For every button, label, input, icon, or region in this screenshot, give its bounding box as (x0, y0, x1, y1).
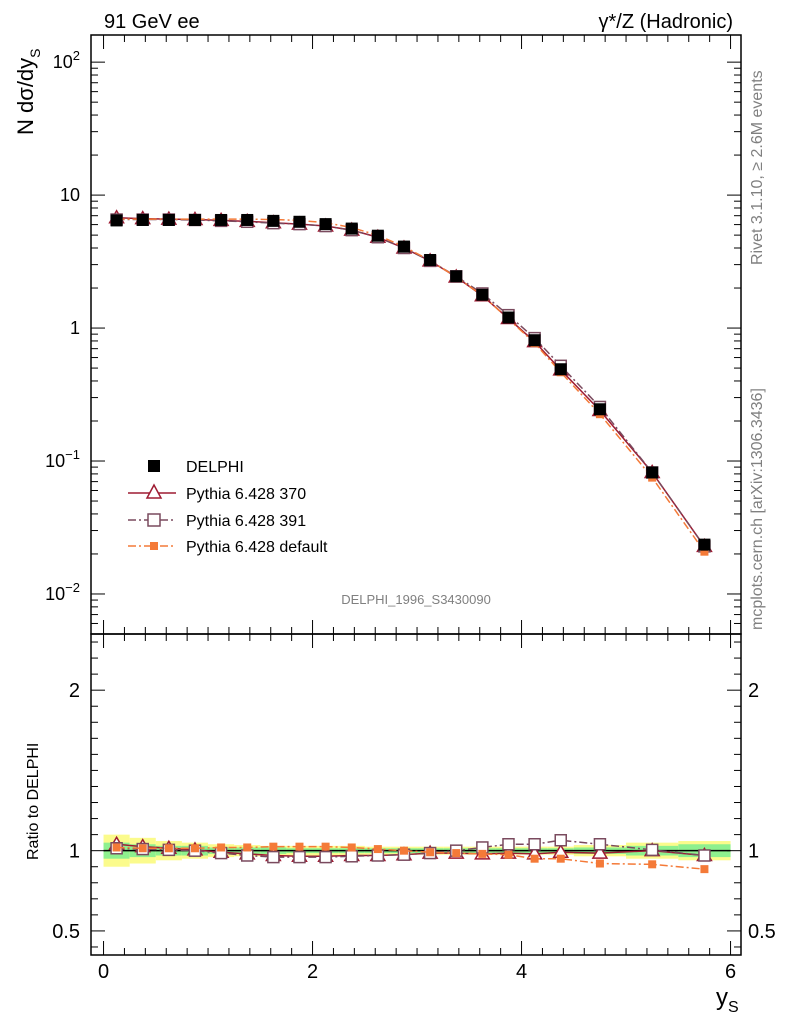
main-point-delphi (136, 213, 149, 226)
main-point-delphi (345, 222, 358, 235)
ratio-point-default (426, 848, 435, 857)
main-point-delphi (528, 334, 541, 347)
ratio-ytick-label-left: 0.5 (52, 921, 80, 943)
mcplots-label: mcplots.cern.ch [arXiv:1306.3436] (749, 388, 766, 630)
ratio-point-default (295, 842, 304, 851)
main-ylabel-sub: S (27, 48, 43, 57)
main-panel: 102 10 1 10−1 10−2 (45, 34, 742, 635)
ratio-point-391 (267, 850, 280, 864)
main-point-delphi (319, 218, 332, 231)
legend-label-default: Pythia 6.428 default (186, 539, 328, 556)
legend-label-391: Pythia 6.428 391 (186, 513, 306, 530)
legend-marker-391 (147, 513, 161, 527)
main-point-delphi (188, 213, 201, 226)
legend-marker-default (150, 542, 158, 550)
ratio-point-default (347, 843, 356, 852)
main-ytick-label: 10−2 (45, 580, 80, 604)
ratio-point-default (478, 849, 487, 858)
ratio-ylabel: Ratio to DELPHI (25, 743, 42, 860)
legend-entry-default: Pythia 6.428 default (128, 539, 328, 556)
ratio-point-391 (502, 838, 515, 851)
main-point-delphi (397, 240, 410, 253)
main-point-delphi (450, 270, 463, 283)
ratio-point-default (190, 844, 199, 853)
rivet-label: Rivet 3.1.10, ≥ 2.6M events (749, 70, 766, 265)
main-point-delphi (293, 215, 306, 228)
legend-entry-delphi: DELPHI (148, 459, 244, 476)
main-point-default (700, 547, 709, 556)
ratio-point-default (504, 850, 513, 859)
ratio-point-default (373, 845, 382, 854)
ratio-point-default (556, 854, 565, 863)
main-ytick-label: 102 (53, 48, 80, 72)
ratio-ytick-label-left: 2 (69, 680, 80, 702)
ratio-point-default (269, 842, 278, 851)
ratio-point-default (595, 859, 604, 868)
main-point-delphi (215, 213, 228, 226)
ratio-point-default (321, 842, 330, 851)
legend-label-370: Pythia 6.428 370 (186, 486, 306, 503)
ratio-ytick-label-right: 0.5 (748, 921, 776, 943)
main-point-delphi (241, 213, 254, 226)
main-point-delphi (371, 229, 384, 242)
ratio-ytick-label-left: 1 (69, 841, 80, 863)
main-point-delphi (162, 213, 175, 226)
main-ylabel: N dσ/dyS (13, 48, 43, 135)
main-ylabel-text: N dσ/dy (13, 58, 38, 135)
ratio-ytick-label-right: 2 (748, 680, 759, 702)
legend-entry-370: Pythia 6.428 370 (128, 483, 306, 503)
header-left: 91 GeV ee (104, 11, 200, 33)
x-label: yS (716, 984, 739, 1016)
header-right: γ*/Z (Hadronic) (599, 11, 733, 33)
ratio-point-391 (645, 843, 659, 857)
legend-marker-370 (145, 483, 163, 499)
main-point-delphi (646, 466, 659, 479)
ratio-point-default (452, 849, 461, 858)
x-tick-label: 2 (307, 961, 318, 983)
ratio-point-370 (591, 844, 609, 859)
ratio-point-default (217, 843, 226, 852)
ratio-point-default (700, 865, 709, 874)
main-point-delphi (554, 363, 567, 376)
main-point-delphi (502, 311, 515, 324)
main-point-delphi (593, 403, 606, 416)
legend-label-delphi: DELPHI (186, 459, 244, 476)
ratio-frame (90, 633, 742, 956)
main-point-delphi (476, 288, 489, 301)
ratio-point-391 (593, 838, 607, 851)
analysis-watermark: DELPHI_1996_S3430090 (341, 592, 491, 607)
ratio-point-391 (319, 850, 332, 864)
legend-entry-391: Pythia 6.428 391 (128, 513, 306, 530)
ratio-point-default (112, 843, 121, 852)
main-point-delphi (424, 253, 437, 266)
ratio-point-default (530, 854, 539, 863)
x-tick-label: 4 (516, 961, 527, 983)
ratio-point-default (138, 844, 147, 853)
x-tick-label: 0 (98, 961, 109, 983)
ratio-point-391 (293, 850, 306, 864)
ratio-point-391 (528, 838, 541, 851)
ratio-point-default (243, 843, 252, 852)
ratio-ytick-label-right: 1 (748, 841, 759, 863)
main-point-delphi (267, 214, 280, 227)
main-ytick-label: 1 (70, 318, 80, 338)
ratio-point-391 (345, 850, 358, 863)
main-ytick-label: 10 (60, 185, 80, 205)
svg-text:N dσ/dyS: N dσ/dyS (13, 48, 43, 135)
ratio-point-default (399, 846, 408, 855)
ratio-point-default (164, 844, 173, 853)
x-tick-label: 6 (725, 961, 736, 983)
ratio-point-391 (240, 849, 254, 862)
legend-marker-delphi (148, 460, 160, 472)
main-point-delphi (110, 214, 123, 227)
ratio-panel: 0.5 1 2 0.5 1 2 0 2 4 6 (52, 633, 776, 983)
ratio-point-default (648, 860, 657, 869)
ratio-point-391 (698, 849, 711, 862)
legend: DELPHI Pythia 6.428 370 Pythia 6.428 391… (128, 459, 328, 556)
main-ytick-label: 10−1 (45, 447, 80, 471)
ratio-point-391 (554, 833, 567, 847)
main-point-delphi (698, 538, 711, 551)
